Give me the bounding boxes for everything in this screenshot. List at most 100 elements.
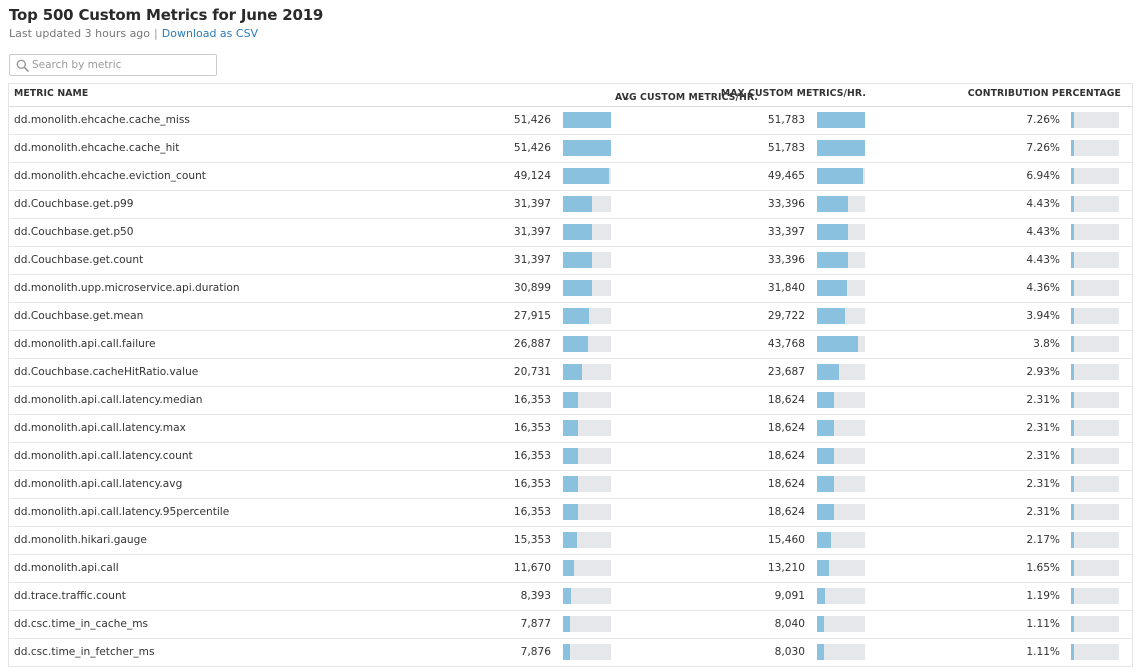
avg-value: 31,397 xyxy=(513,198,551,210)
contribution-value: 4.43% xyxy=(1026,226,1060,238)
contribution-bar-fill xyxy=(1071,196,1074,212)
table-row[interactable]: dd.Couchbase.cacheHitRatio.value 20,731 23… xyxy=(9,359,1132,387)
max-bar xyxy=(817,420,865,436)
table-row[interactable]: dd.monolith.ehcache.cache_hit 51,426 51,78… xyxy=(9,135,1132,163)
contribution-bar-fill xyxy=(1071,392,1074,408)
avg-value: 31,397 xyxy=(513,226,551,238)
max-bar xyxy=(817,392,865,408)
table-row[interactable]: dd.Couchbase.get.mean 27,915 29,722 3.94% xyxy=(9,303,1132,331)
max-bar-fill xyxy=(817,168,863,184)
table-row[interactable]: dd.monolith.ehcache.cache_miss 51,426 51,7… xyxy=(9,107,1132,135)
table-row[interactable]: dd.Couchbase.get.p50 31,397 33,397 4.43% xyxy=(9,219,1132,247)
max-value: 15,460 xyxy=(767,534,805,546)
table-row[interactable]: dd.monolith.api.call.latency.95percentil… xyxy=(9,499,1132,527)
avg-bar-fill xyxy=(563,504,578,520)
metric-name: dd.monolith.api.call.latency.median xyxy=(14,394,203,406)
max-bar-fill xyxy=(817,252,848,268)
contribution-bar-fill xyxy=(1071,420,1074,436)
avg-value: 7,876 xyxy=(520,646,551,658)
table-row[interactable]: dd.monolith.api.call.latency.avg 16,353 18… xyxy=(9,471,1132,499)
table-row[interactable]: dd.monolith.api.call.latency.max 16,353 18… xyxy=(9,415,1132,443)
column-header-max[interactable]: MAX CUSTOM METRICS/HR. xyxy=(720,88,866,99)
contribution-bar xyxy=(1071,364,1119,380)
contribution-value: 4.36% xyxy=(1026,282,1060,294)
download-csv-link[interactable]: Download as CSV xyxy=(161,27,259,40)
contribution-bar xyxy=(1071,224,1119,240)
table-row[interactable]: dd.monolith.api.call.failure 26,887 43,768… xyxy=(9,331,1132,359)
max-bar-fill xyxy=(817,420,834,436)
contribution-value: 1.65% xyxy=(1026,562,1060,574)
max-bar-fill xyxy=(817,308,845,324)
max-bar-fill xyxy=(817,532,831,548)
avg-value: 31,397 xyxy=(513,254,551,266)
avg-value: 20,731 xyxy=(513,366,551,378)
contribution-value: 1.19% xyxy=(1026,590,1060,602)
table-row[interactable]: dd.monolith.api.call.latency.median 16,35… xyxy=(9,387,1132,415)
search-box[interactable] xyxy=(9,54,217,76)
contribution-value: 2.31% xyxy=(1026,506,1060,518)
max-bar xyxy=(817,616,865,632)
column-header-metric-name[interactable]: METRIC NAME xyxy=(14,88,89,99)
avg-value: 7,877 xyxy=(520,618,551,630)
search-input[interactable] xyxy=(32,56,212,74)
avg-bar xyxy=(563,364,611,380)
contribution-bar-fill xyxy=(1071,336,1074,352)
max-bar xyxy=(817,560,865,576)
avg-value: 16,353 xyxy=(513,450,551,462)
contribution-bar-fill xyxy=(1071,560,1074,576)
contribution-value: 4.43% xyxy=(1026,254,1060,266)
avg-bar-fill xyxy=(563,112,611,128)
table-row[interactable]: dd.monolith.upp.microservice.api.duratio… xyxy=(9,275,1132,303)
max-bar xyxy=(817,308,865,324)
max-bar-fill xyxy=(817,280,847,296)
table-row[interactable]: dd.monolith.api.call 11,670 13,210 1.65% xyxy=(9,555,1132,583)
max-bar xyxy=(817,196,865,212)
last-updated-text: Last updated 3 hours ago xyxy=(9,27,151,40)
metric-name: dd.monolith.ehcache.eviction_count xyxy=(14,170,206,182)
max-value: 33,396 xyxy=(767,254,805,266)
avg-bar-fill xyxy=(563,168,609,184)
avg-bar xyxy=(563,112,611,128)
metric-name: dd.monolith.api.call.latency.95percentil… xyxy=(14,506,230,518)
table-row[interactable]: dd.monolith.ehcache.eviction_count 49,124… xyxy=(9,163,1132,191)
avg-value: 16,353 xyxy=(513,478,551,490)
table-row[interactable]: dd.csc.time_in_fetcher_ms 7,876 8,030 1.11% xyxy=(9,639,1132,667)
max-bar xyxy=(817,252,865,268)
avg-bar-fill xyxy=(563,252,592,268)
contribution-value: 6.94% xyxy=(1026,170,1060,182)
avg-bar xyxy=(563,140,611,156)
avg-bar xyxy=(563,168,611,184)
sort-desc-icon: ↓ xyxy=(623,92,631,103)
avg-value: 49,124 xyxy=(513,170,551,182)
contribution-bar xyxy=(1071,392,1119,408)
column-header-contribution[interactable]: CONTRIBUTION PERCENTAGE xyxy=(967,88,1121,99)
table-row[interactable]: dd.trace.traffic.count 8,393 9,091 1.19% xyxy=(9,583,1132,611)
avg-bar-fill xyxy=(563,644,570,660)
max-value: 18,624 xyxy=(767,422,805,434)
table-row[interactable]: dd.monolith.hikari.gauge 15,353 15,460 2.17… xyxy=(9,527,1132,555)
avg-bar-fill xyxy=(563,196,592,212)
table-row[interactable]: dd.Couchbase.get.count 31,397 33,396 4.43% xyxy=(9,247,1132,275)
contribution-value: 7.26% xyxy=(1026,142,1060,154)
contribution-value: 2.93% xyxy=(1026,366,1060,378)
avg-value: 51,426 xyxy=(513,114,551,126)
avg-bar-fill xyxy=(563,140,611,156)
max-value: 33,397 xyxy=(767,226,805,238)
contribution-bar xyxy=(1071,504,1119,520)
table-row[interactable]: dd.Couchbase.get.p99 31,397 33,396 4.43% xyxy=(9,191,1132,219)
search-icon xyxy=(16,59,29,72)
contribution-bar xyxy=(1071,168,1119,184)
avg-value: 16,353 xyxy=(513,422,551,434)
avg-bar xyxy=(563,336,611,352)
max-bar xyxy=(817,168,865,184)
table-row[interactable]: dd.monolith.api.call.latency.count 16,353… xyxy=(9,443,1132,471)
contribution-bar-fill xyxy=(1071,252,1074,268)
max-bar-fill xyxy=(817,560,829,576)
max-bar xyxy=(817,280,865,296)
table-row[interactable]: dd.csc.time_in_cache_ms 7,877 8,040 1.11% xyxy=(9,611,1132,639)
metric-name: dd.trace.traffic.count xyxy=(14,590,126,602)
avg-bar xyxy=(563,560,611,576)
metrics-table: METRIC NAME AVG CUSTOM METRICS/HR. ↓ MAX … xyxy=(8,83,1133,667)
avg-bar xyxy=(563,420,611,436)
